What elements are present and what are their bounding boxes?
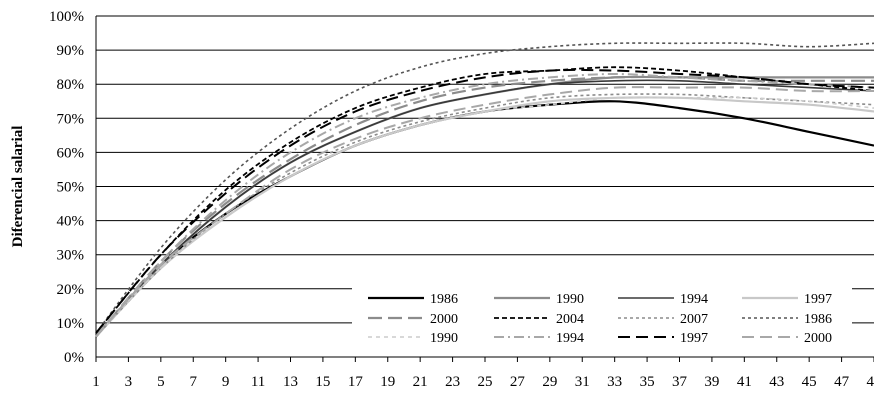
y-tick-label: 20%	[57, 282, 85, 298]
legend-label: 2004	[556, 312, 584, 327]
legend-label: 2007	[680, 312, 708, 327]
legend-background	[352, 283, 852, 345]
series-line-2000	[95, 75, 874, 338]
grid	[95, 15, 874, 358]
x-tick-label: 1	[92, 374, 100, 390]
legend-label: 1994	[680, 292, 708, 307]
legend: 1986 1990 1994 1997 2000 2004 2007 1986 1990 1994…	[352, 283, 852, 346]
y-tick-label: 90%	[57, 43, 85, 59]
legend-label: 2000	[804, 331, 832, 346]
legend-label: 1994	[556, 331, 584, 346]
series-line-2000	[95, 86, 874, 338]
series-line-2007	[95, 93, 874, 338]
x-tick-label: 25	[478, 374, 493, 390]
y-tick-label: 30%	[57, 248, 85, 264]
y-tick-label: 100%	[49, 9, 84, 25]
legend-label: 1997	[804, 292, 832, 307]
x-tick-label: 3	[125, 374, 133, 390]
series-line-2004	[95, 66, 874, 334]
y-tick-label: 70%	[57, 111, 85, 127]
y-tick-label: 10%	[57, 316, 85, 332]
y-tick-label: 80%	[57, 77, 85, 93]
series-line-1986	[95, 42, 874, 334]
series-lines	[95, 42, 874, 338]
x-tick-label: 23	[445, 374, 460, 390]
legend-label: 2000	[430, 312, 458, 327]
series-line-1990	[95, 96, 874, 338]
x-tick-label: 33	[607, 374, 622, 390]
legend-label: 1986	[804, 312, 832, 327]
series-line-1994	[95, 72, 874, 338]
x-tick-label: 49	[867, 374, 874, 390]
axis-ticks: 0%10%20%30%40%50%60%70%80%90%100%1 3 5 7 9 11…	[49, 9, 874, 390]
x-tick-label: 37	[672, 374, 688, 390]
legend-label: 1986	[430, 292, 458, 307]
x-tick-label: 47	[834, 374, 850, 390]
x-tick-label: 21	[413, 374, 428, 390]
y-axis-label: Diferencial salarial	[10, 126, 26, 248]
x-tick-label: 39	[704, 374, 719, 390]
x-tick-label: 19	[380, 374, 395, 390]
series-line-1994	[95, 79, 874, 338]
x-tick-label: 43	[769, 374, 784, 390]
x-tick-label: 11	[251, 374, 265, 390]
x-tick-label: 31	[575, 374, 590, 390]
x-tick-label: 7	[190, 374, 198, 390]
y-tick-label: 40%	[57, 214, 85, 230]
y-tick-label: 50%	[57, 180, 85, 196]
y-tick-label: 60%	[57, 145, 85, 161]
x-tick-label: 45	[802, 374, 817, 390]
legend-label: 1990	[556, 292, 584, 307]
legend-label: 1990	[430, 331, 458, 346]
x-tick-label: 27	[510, 374, 526, 390]
x-tick-label: 13	[283, 374, 298, 390]
y-tick-label: 0%	[64, 350, 84, 366]
x-tick-label: 9	[222, 374, 230, 390]
x-tick-label: 17	[348, 374, 364, 390]
legend-label: 1997	[680, 331, 708, 346]
x-tick-label: 35	[640, 374, 655, 390]
x-tick-label: 41	[737, 374, 752, 390]
series-line-1997	[95, 68, 874, 334]
x-tick-label: 15	[315, 374, 330, 390]
x-tick-label: 29	[542, 374, 557, 390]
x-tick-label: 5	[157, 374, 165, 390]
